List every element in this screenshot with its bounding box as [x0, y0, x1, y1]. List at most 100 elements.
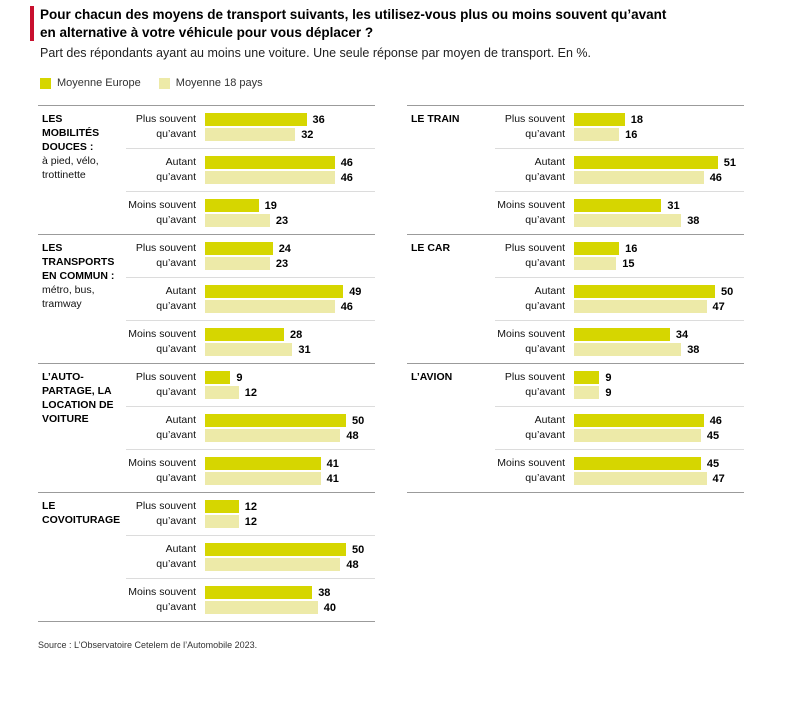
bar-pair: 51 46 [574, 155, 744, 185]
bar-pair: 36 32 [205, 112, 375, 142]
transport-label: L’AUTO-PARTAGE, LA LOCATION DE VOITURE [38, 364, 126, 492]
bar-18pays [574, 429, 701, 443]
transport-group: LE COVOITURAGE Plus souvent qu’avant 12 12 A… [38, 492, 375, 623]
answer-label: Moins souvent qu’avant [128, 328, 196, 356]
answer-label: Moins souvent qu’avant [497, 328, 565, 356]
answer-label: Moins souvent qu’avant [128, 457, 196, 485]
bar-18pays [574, 128, 620, 142]
legend-swatch [158, 77, 170, 89]
chart-subtitle: Part des répondants ayant au moins une v… [40, 46, 592, 61]
bar-value: 49 [349, 285, 362, 298]
transport-name: LES TRANSPORTS EN COMMUN : [42, 242, 115, 282]
bar-line: 32 [205, 127, 375, 142]
transport-label: LES TRANSPORTS EN COMMUN : métro, bus, tr… [38, 235, 126, 363]
bar-value: 46 [340, 300, 353, 313]
bar-europe [205, 242, 273, 256]
bar-value: 32 [301, 128, 314, 141]
answer-rows: Plus souvent qu’avant 18 16 Autant qu’avant… [495, 106, 744, 234]
answer-rows: Plus souvent qu’avant 9 12 Autant qu’avant 5… [126, 364, 375, 492]
bar-value: 28 [290, 328, 303, 341]
answer-row: Moins souvent qu’avant 31 38 [495, 191, 744, 234]
bar-pair: 50 48 [205, 542, 375, 572]
bar-18pays [574, 472, 707, 486]
bar-pair: 18 16 [574, 112, 744, 142]
bar-value: 47 [712, 300, 725, 313]
answer-row: Moins souvent qu’avant 38 40 [126, 578, 375, 621]
bar-europe [205, 199, 259, 213]
answer-label: Autant qu’avant [156, 543, 196, 571]
bar-europe [574, 457, 701, 471]
bar-18pays [205, 472, 321, 486]
bar-pair: 24 23 [205, 241, 375, 271]
bar-value: 38 [318, 586, 331, 599]
bar-europe [205, 414, 346, 428]
answer-row: Plus souvent qu’avant 36 32 [126, 106, 375, 148]
answer-label: Plus souvent qu’avant [504, 113, 565, 141]
bar-value: 45 [706, 457, 720, 470]
bar-18pays [205, 257, 270, 271]
bar-line: 23 [205, 213, 375, 228]
bar-18pays [205, 343, 293, 357]
bar-pair: 50 47 [574, 284, 744, 314]
bar-18pays [574, 386, 600, 400]
bar-pair: 50 48 [205, 413, 375, 443]
bar-pair: 28 31 [205, 327, 375, 357]
bar-europe [205, 156, 335, 170]
transport-label: L’AVION [407, 364, 495, 492]
bar-18pays [205, 128, 296, 142]
bar-line: 31 [574, 198, 744, 213]
answer-label: Plus souvent qu’avant [135, 371, 196, 399]
bar-line: 18 [574, 112, 744, 127]
answer-row: Autant qu’avant 50 47 [495, 277, 744, 320]
bar-line: 15 [574, 256, 744, 271]
bar-line: 23 [205, 256, 375, 271]
bar-value: 45 [706, 429, 720, 442]
bar-value: 48 [346, 429, 359, 442]
bar-europe [574, 113, 625, 127]
bar-europe [574, 328, 670, 342]
answer-rows: Plus souvent qu’avant 9 9 Autant qu’avant 46… [495, 364, 744, 492]
bar-line: 16 [574, 241, 744, 256]
bar-line: 9 [574, 385, 744, 400]
bar-pair: 34 38 [574, 327, 744, 357]
transport-name: L’AUTO-PARTAGE, LA LOCATION DE VOITURE [42, 371, 114, 425]
answer-row: Autant qu’avant 50 48 [126, 406, 375, 449]
answer-label: Moins souvent qu’avant [128, 586, 196, 614]
bar-line: 46 [574, 170, 744, 185]
bar-value: 47 [712, 472, 725, 485]
answer-label: Moins souvent qu’avant [128, 199, 196, 227]
bar-line: 49 [205, 284, 375, 299]
answer-row: Autant qu’avant 49 46 [126, 277, 375, 320]
bar-value: 12 [244, 515, 258, 528]
bar-line: 28 [205, 327, 375, 342]
bar-line: 46 [205, 299, 375, 314]
bar-line: 46 [205, 170, 375, 185]
bar-pair: 12 12 [205, 499, 375, 529]
answer-label: Moins souvent qu’avant [497, 457, 565, 485]
bar-value: 46 [340, 171, 353, 184]
answer-row: Plus souvent qu’avant 9 9 [495, 364, 744, 406]
answer-rows: Plus souvent qu’avant 36 32 Autant qu’avant… [126, 106, 375, 234]
bar-value: 38 [687, 343, 700, 356]
bar-pair: 49 46 [205, 284, 375, 314]
bar-line: 40 [205, 600, 375, 615]
answer-row: Autant qu’avant 50 48 [126, 535, 375, 578]
bar-line: 36 [205, 112, 375, 127]
bar-value: 41 [326, 472, 339, 485]
bar-value: 15 [622, 257, 635, 270]
bar-value: 9 [605, 371, 612, 384]
bar-europe [205, 371, 231, 385]
bar-value: 38 [687, 214, 700, 227]
bar-europe [205, 586, 313, 600]
answer-label: Plus souvent qu’avant [135, 113, 196, 141]
bar-line: 50 [205, 542, 375, 557]
bar-pair: 46 45 [574, 413, 744, 443]
bar-value: 51 [723, 156, 737, 169]
bar-value: 50 [721, 285, 734, 298]
bar-pair: 38 40 [205, 585, 375, 615]
transport-group: L’AUTO-PARTAGE, LA LOCATION DE VOITURE Pl… [38, 363, 375, 492]
bar-line: 46 [574, 413, 744, 428]
bar-value: 46 [340, 156, 353, 169]
bar-pair: 41 41 [205, 456, 375, 486]
bar-value: 16 [625, 242, 638, 255]
